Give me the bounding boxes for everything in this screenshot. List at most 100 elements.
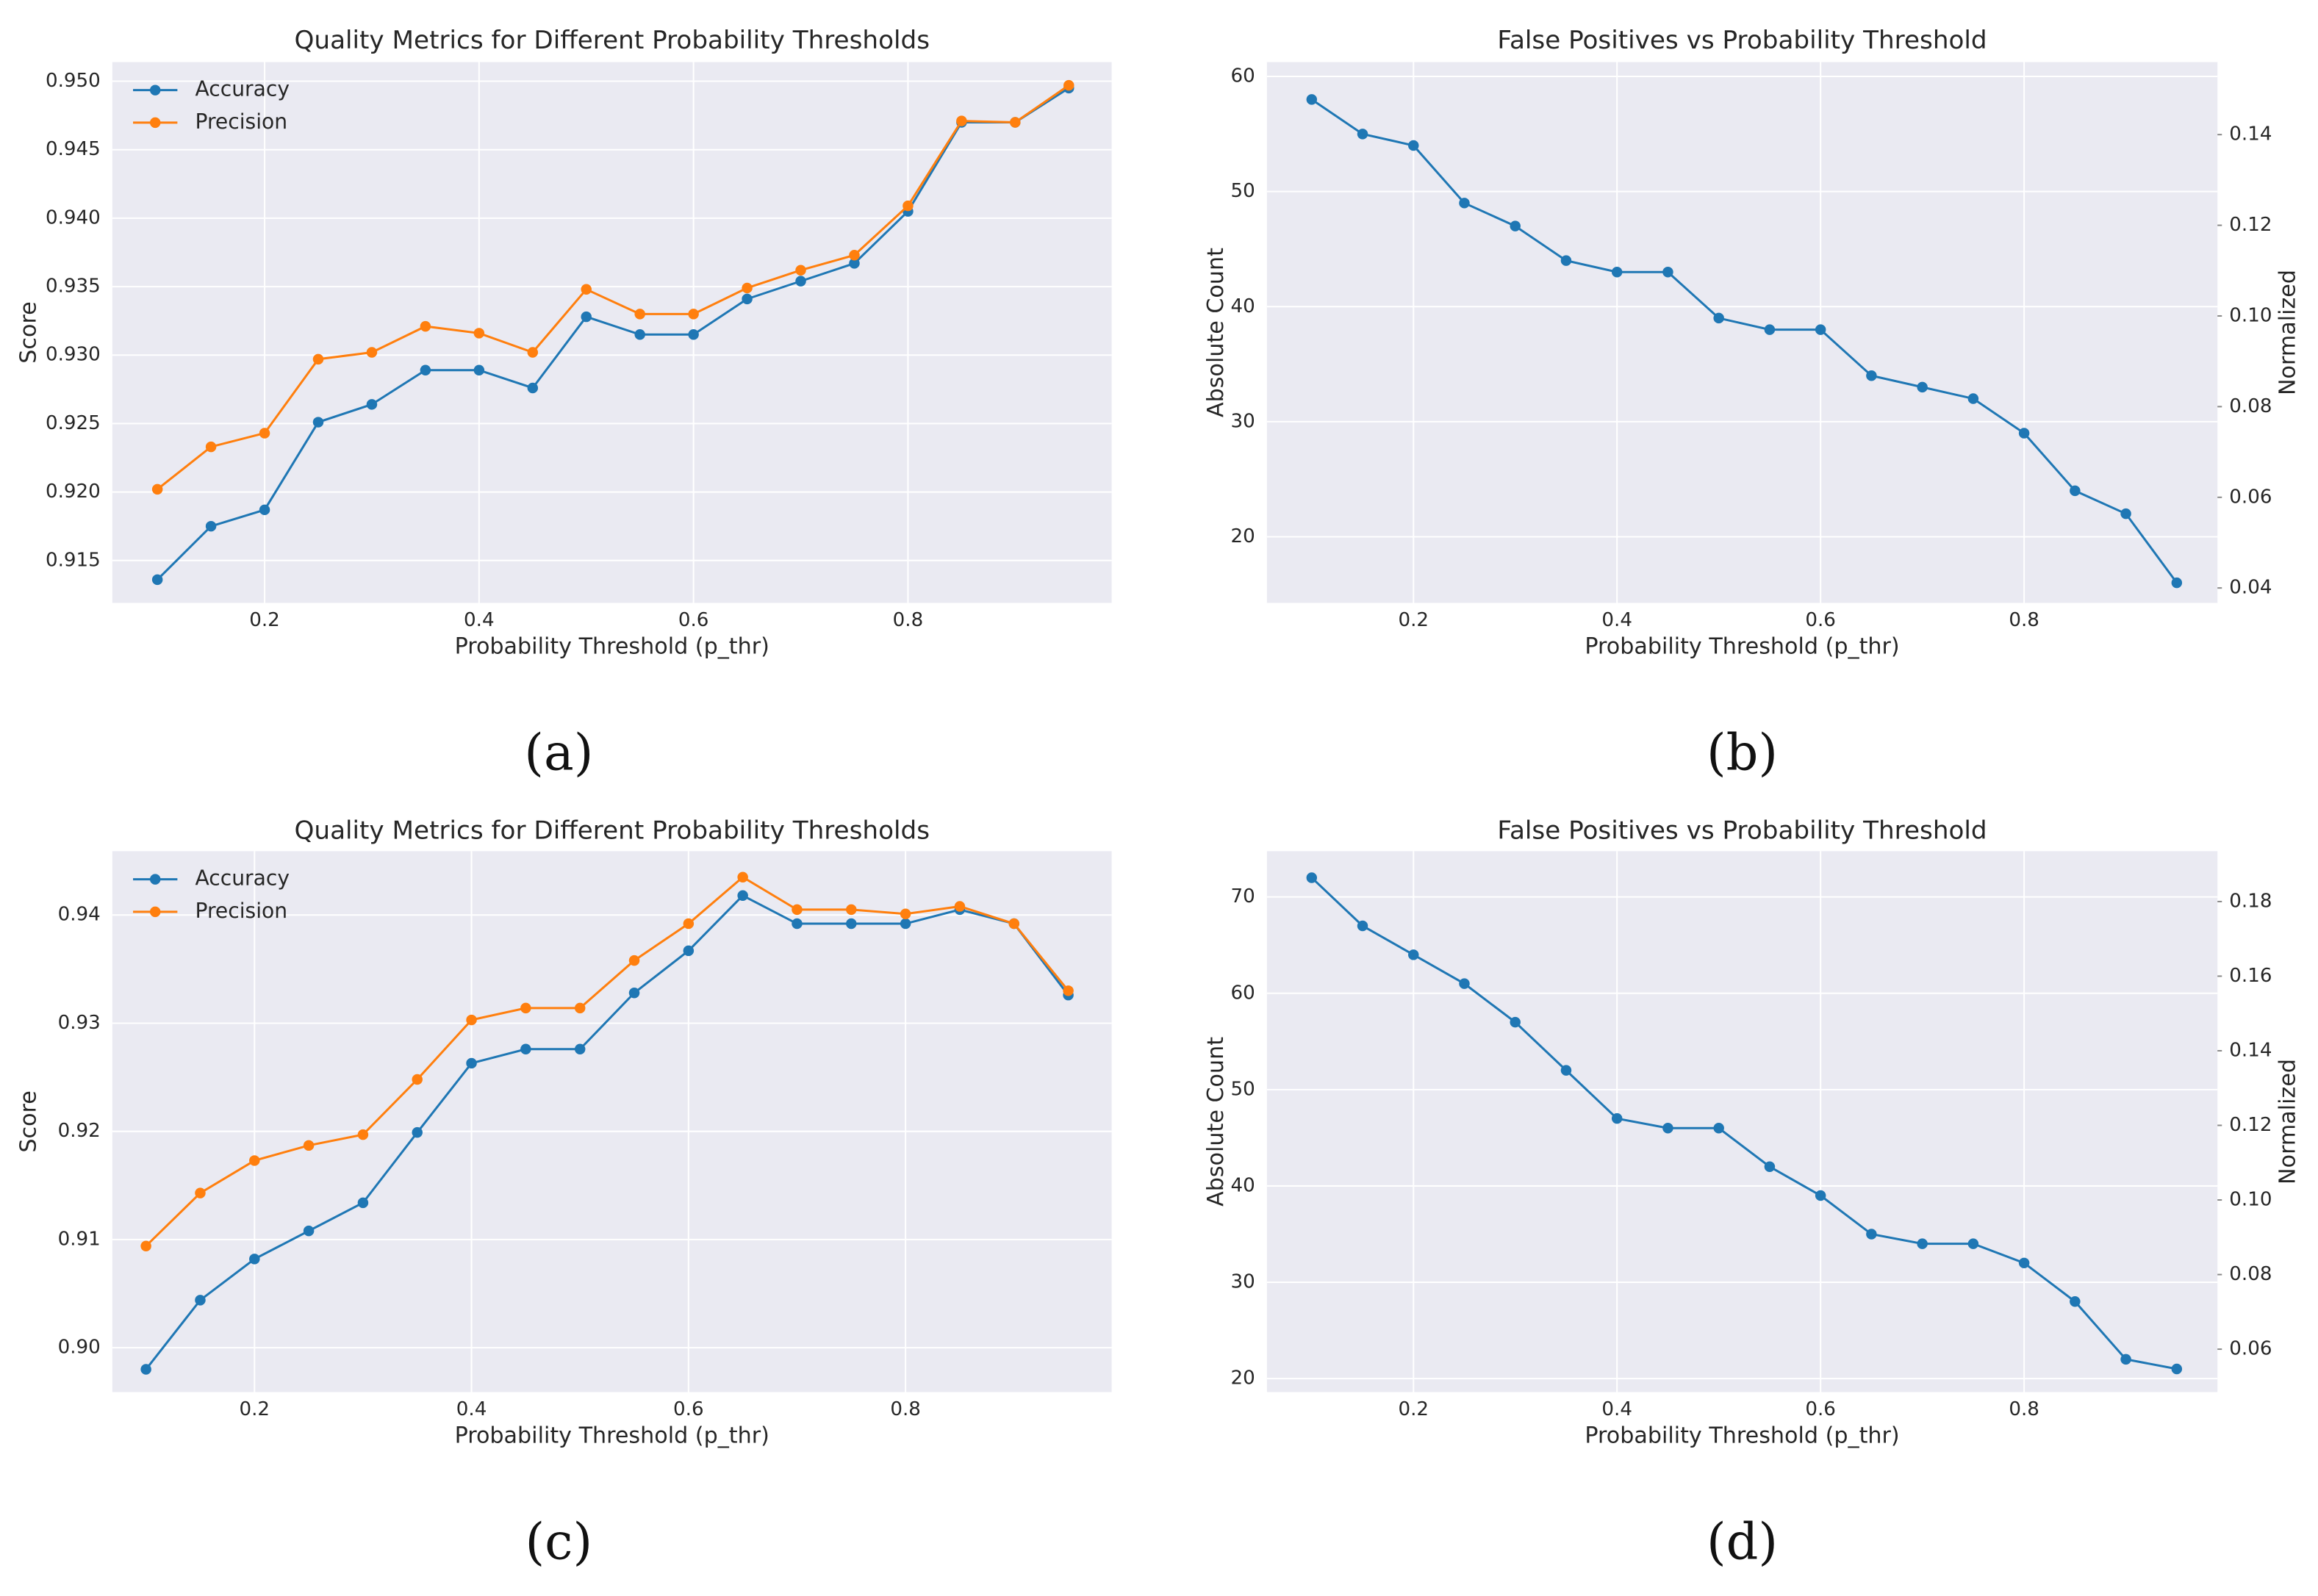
- y-tick-label: 0.930: [46, 344, 101, 366]
- point: [1611, 1112, 1623, 1124]
- y2-axis-label: Normalized: [2275, 1059, 2300, 1185]
- point: [366, 347, 378, 358]
- y-tick-label: 50: [1230, 1078, 1255, 1100]
- point: [1008, 918, 1019, 930]
- y-tick-label: 0.920: [46, 481, 101, 503]
- y2-tick-label: 0.08: [2229, 1263, 2272, 1285]
- point: [1967, 393, 1979, 404]
- chart-panel: 0.2 0.4 0.6 0.8 0.915 0.920 0.925 0.930 0.935 0.9…: [16, 26, 1112, 783]
- point: [151, 574, 163, 586]
- y-tick-label: 0.93: [58, 1012, 101, 1034]
- point: [259, 428, 270, 439]
- point: [2120, 1354, 2131, 1365]
- y2-tick-label: 0.12: [2229, 1114, 2272, 1136]
- point: [634, 309, 645, 320]
- x-tick-label: 0.6: [678, 609, 709, 631]
- y-tick-label: 0.925: [46, 412, 101, 434]
- point: [303, 1225, 315, 1237]
- point: [1967, 1238, 1979, 1249]
- point: [1866, 1229, 1877, 1240]
- point: [849, 258, 860, 269]
- y-tick-label: 60: [1230, 65, 1255, 87]
- panel-label: (a): [524, 725, 593, 783]
- y-axis-label: Score: [16, 301, 42, 363]
- legend-marker: [149, 85, 161, 96]
- x-tick-label: 0.4: [464, 609, 495, 631]
- point: [628, 988, 640, 999]
- y2-tick-label: 0.16: [2229, 965, 2272, 987]
- x-tick-label: 0.6: [1805, 609, 1836, 631]
- point: [846, 904, 857, 916]
- y-tick-label: 0.94: [58, 904, 101, 926]
- chart-title: False Positives vs Probability Threshold: [1497, 816, 1987, 846]
- series-line: [1310, 877, 2178, 1370]
- point: [956, 115, 967, 126]
- x-tick-label: 0.2: [1398, 609, 1429, 631]
- point: [742, 293, 753, 305]
- panel-label: (b): [1707, 725, 1778, 783]
- y2-axis-label: Normalized: [2275, 270, 2300, 395]
- y-axis-label: Absolute Count: [1203, 248, 1229, 417]
- point: [900, 908, 911, 920]
- x-tick-label: 0.6: [673, 1398, 704, 1420]
- point: [574, 1002, 586, 1014]
- point: [1560, 255, 1572, 266]
- point: [954, 901, 966, 912]
- point: [795, 276, 806, 287]
- series-line: [145, 894, 1069, 1370]
- y2-tick-label: 0.12: [2229, 214, 2272, 236]
- point: [1459, 198, 1470, 209]
- plot-area: [112, 62, 1112, 603]
- chart-panel: 0.2 0.4 0.6 0.8 0.90 0.91 0.92 0.93 0.94 Accuracy…: [16, 816, 1112, 1572]
- point: [205, 441, 217, 453]
- y2-tick-label: 0.14: [2229, 1039, 2272, 1061]
- y-tick-label: 0.940: [46, 206, 101, 229]
- point: [366, 399, 378, 410]
- point: [2018, 428, 2030, 439]
- y2-tick-label: 0.04: [2229, 577, 2272, 599]
- plot-area: [1266, 851, 2218, 1392]
- point: [520, 1043, 531, 1055]
- point: [357, 1197, 369, 1209]
- chart-title: False Positives vs Probability Threshold: [1497, 26, 1987, 55]
- point: [527, 382, 539, 394]
- point: [688, 309, 699, 320]
- point: [1357, 920, 1368, 932]
- y-tick-label: 50: [1230, 180, 1255, 202]
- point: [1560, 1065, 1572, 1076]
- chart-title: Quality Metrics for Different Probabilit…: [294, 26, 930, 55]
- point: [574, 1043, 586, 1055]
- y2-tick-label: 0.18: [2229, 890, 2272, 912]
- y2-tick-label: 0.06: [2229, 1338, 2272, 1360]
- point: [1063, 79, 1074, 91]
- point: [2171, 577, 2183, 589]
- y-tick-label: 60: [1230, 982, 1255, 1004]
- y-tick-label: 70: [1230, 885, 1255, 907]
- point: [466, 1014, 477, 1026]
- y2-tick-label: 0.14: [2229, 123, 2272, 145]
- point: [1917, 1238, 1928, 1249]
- y-tick-label: 0.950: [46, 70, 101, 92]
- point: [1063, 985, 1074, 996]
- point: [634, 329, 645, 340]
- x-tick-label: 0.4: [456, 1398, 487, 1420]
- point: [2120, 508, 2131, 520]
- point: [412, 1074, 423, 1085]
- x-tick-label: 0.4: [1601, 609, 1632, 631]
- series-line: [157, 84, 1070, 491]
- x-axis-label: Probability Threshold (p_thr): [1585, 633, 1899, 659]
- x-axis-label: Probability Threshold (p_thr): [455, 1423, 769, 1448]
- x-tick-label: 0.6: [1805, 1398, 1836, 1420]
- point: [412, 1126, 423, 1138]
- point: [737, 890, 748, 901]
- point: [1713, 1123, 1724, 1134]
- x-tick-label: 0.4: [1601, 1398, 1632, 1420]
- y2-tick-label: 0.10: [2229, 1189, 2272, 1211]
- legend-label: Accuracy: [195, 866, 290, 891]
- point: [1866, 370, 1877, 381]
- legend-marker: [149, 117, 161, 129]
- chart-panel: 0.2 0.4 0.6 0.8 20 30 40 50 60 70 0.06 0.08 0.10 0.12…: [1203, 816, 2300, 1572]
- y-tick-label: 0.92: [58, 1120, 101, 1142]
- legend-label: Accuracy: [195, 77, 290, 101]
